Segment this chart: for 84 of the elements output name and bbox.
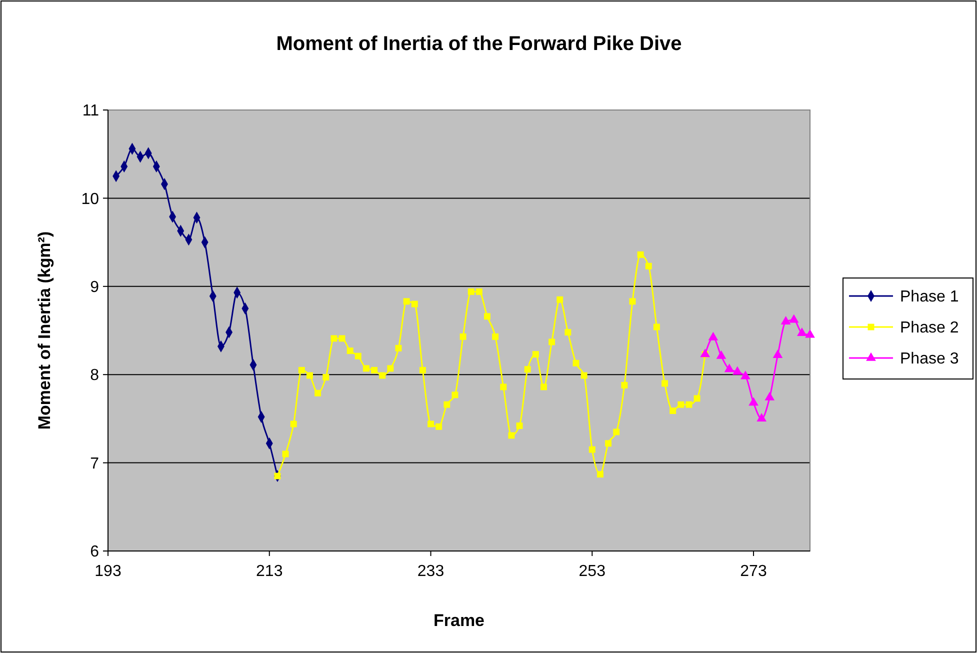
point (740, 370, 750, 380)
y-tick-label: 11 (82, 102, 100, 120)
point (436, 423, 442, 430)
point (484, 313, 490, 320)
point (708, 332, 718, 340)
point (395, 344, 402, 352)
point (290, 420, 297, 428)
point (492, 333, 499, 340)
y-tick-label: 9 (90, 279, 100, 296)
point (621, 382, 628, 388)
point (306, 372, 313, 379)
point (403, 298, 410, 305)
point (460, 333, 466, 340)
point (580, 372, 588, 379)
point (596, 471, 604, 478)
point (468, 288, 474, 295)
point (362, 365, 370, 372)
x-axis-title: Frame (433, 611, 485, 630)
y-tick-label: 7 (90, 455, 100, 472)
y-axis-title: Moment of Inertia (kgm²) (35, 231, 54, 430)
point (548, 338, 556, 346)
point (805, 329, 815, 338)
point (314, 390, 322, 396)
point (428, 420, 434, 428)
point (387, 365, 394, 372)
point (724, 364, 734, 372)
x-tick-label: 233 (417, 563, 444, 580)
point (330, 335, 338, 342)
x-tick-label: 213 (256, 563, 283, 580)
point (500, 384, 507, 390)
point (662, 380, 668, 387)
point (476, 288, 482, 295)
point (516, 422, 523, 429)
point (379, 372, 386, 379)
point (605, 440, 612, 447)
point (411, 300, 418, 308)
point (629, 298, 636, 305)
point (678, 401, 684, 408)
x-tick-label: 273 (740, 563, 767, 580)
x-tick-label: 193 (94, 563, 122, 580)
x-tick-label: 253 (578, 563, 606, 580)
legend-label: Phase 1 (900, 288, 959, 306)
point (780, 316, 791, 325)
point (686, 401, 692, 408)
point (298, 366, 305, 374)
point (716, 350, 726, 359)
point (572, 360, 580, 366)
point (274, 472, 281, 480)
point (788, 314, 799, 323)
chart-title: Moment of Inertia of the Forward Pike Dive (276, 33, 682, 55)
point (508, 432, 515, 439)
legend-label: Phase 3 (900, 350, 959, 368)
point (524, 366, 531, 373)
point (797, 327, 807, 336)
point (540, 384, 547, 390)
point (338, 335, 346, 342)
legend-label: Phase 2 (900, 320, 959, 337)
point (764, 392, 775, 400)
y-tick-label: 8 (90, 367, 100, 384)
point (613, 428, 620, 436)
point (694, 395, 700, 402)
y-tick-label: 6 (90, 544, 100, 561)
point (732, 366, 742, 375)
point (756, 413, 767, 422)
point (588, 446, 596, 453)
point (700, 348, 710, 358)
point (346, 348, 354, 354)
point (637, 251, 644, 258)
point (354, 352, 362, 360)
point (282, 450, 289, 458)
point (653, 324, 660, 330)
y-tick-label: 10 (81, 190, 100, 208)
point (419, 366, 426, 374)
point (556, 296, 564, 303)
point (645, 262, 652, 270)
point (670, 408, 676, 414)
point (322, 374, 330, 380)
point (748, 397, 758, 406)
point (444, 401, 450, 408)
point (772, 350, 783, 358)
point (371, 366, 378, 374)
point (532, 351, 539, 358)
point (452, 392, 458, 398)
point (564, 329, 572, 336)
